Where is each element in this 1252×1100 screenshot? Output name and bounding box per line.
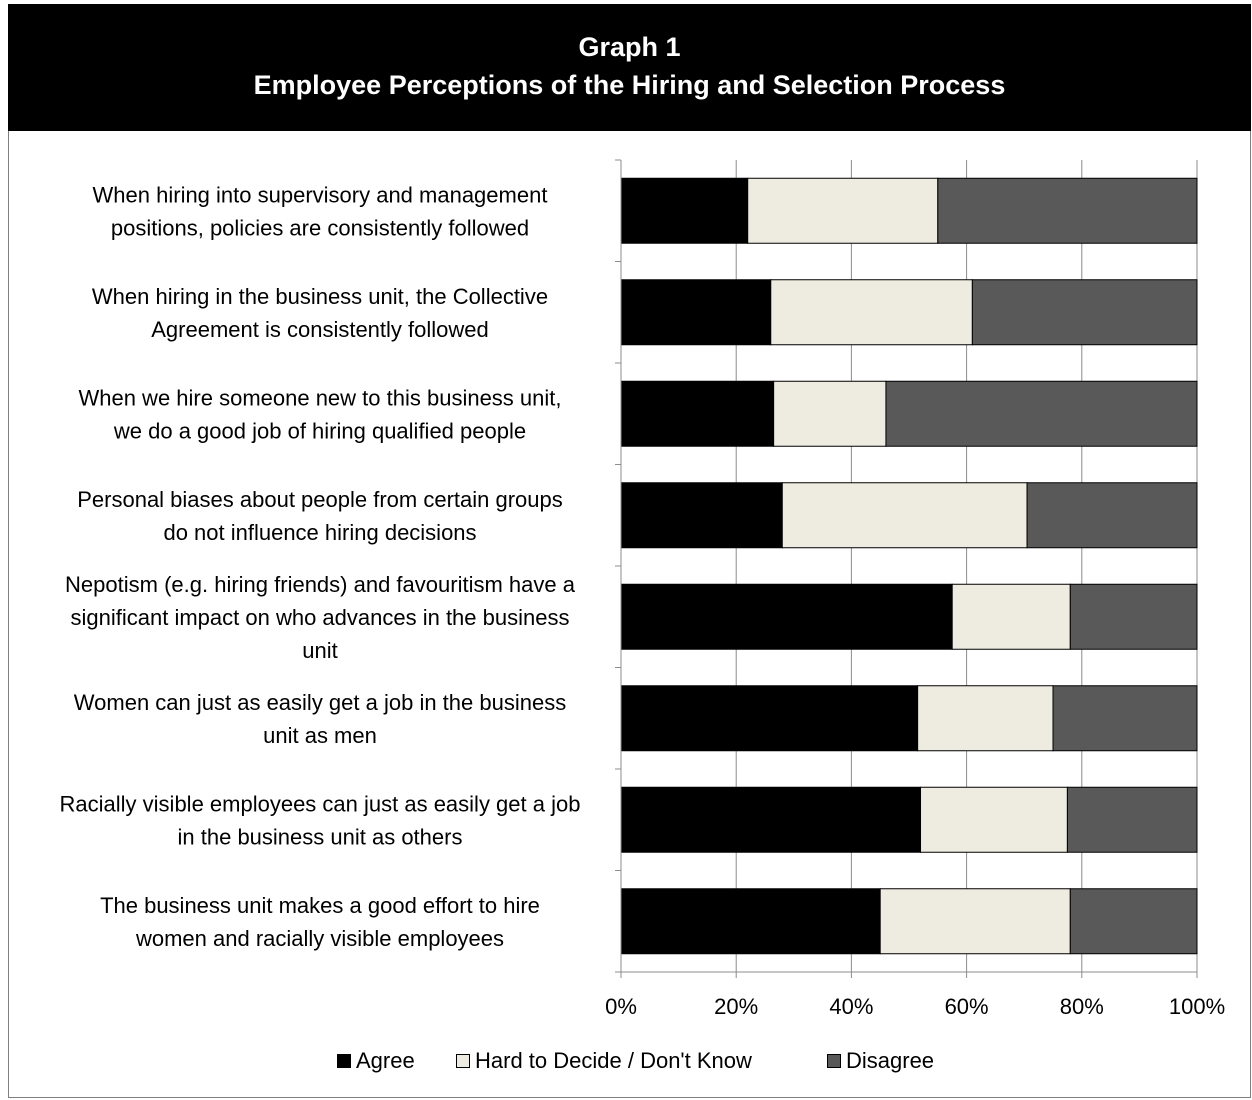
legend-label-disagree: Disagree [846,1048,935,1073]
bar-hard-to-decide [773,380,887,447]
bar-disagree [1069,888,1198,955]
bar-hard-to-decide [770,279,973,346]
x-tick-label: 40% [829,994,873,1019]
legend-label-hard-to-decide: Hard to Decide / Don't Know [475,1048,752,1073]
x-tick-label: 100% [1169,994,1225,1019]
bar-hard-to-decide [920,786,1068,853]
x-tick-label: 0% [605,994,637,1019]
category-label-line: significant impact on who advances in th… [71,605,570,630]
bar-hard-to-decide [747,177,939,244]
category-label-line: positions, policies are consistently fol… [111,215,529,240]
category-label-line: When hiring into supervisory and managem… [93,182,548,207]
legend-swatch-agree [337,1054,351,1068]
x-tick-label: 60% [945,994,989,1019]
chart-header: Graph 1 Employee Perceptions of the Hiri… [8,4,1251,131]
legend-item-disagree: Disagree [827,1048,934,1074]
category-label-line: Racially visible employees can just as e… [60,791,581,816]
category-label-line: The business unit makes a good effort to… [100,893,540,918]
bar-disagree [1052,685,1198,752]
bar-hard-to-decide [917,685,1054,752]
category-label-line: Agreement is consistently followed [151,317,489,342]
bar-hard-to-decide [951,583,1071,650]
category-label-line: When hiring in the business unit, the Co… [92,284,548,309]
graph-number: Graph 1 [578,32,681,62]
legend: Agree Hard to Decide / Don't Know Disagr… [0,1048,1252,1078]
x-tick-label: 80% [1060,994,1104,1019]
bar-disagree [937,177,1198,244]
category-label-line: When we hire someone new to this busines… [78,385,561,410]
legend-swatch-disagree [827,1054,841,1068]
bar-agree [620,888,881,955]
bar-agree [620,380,775,447]
category-label: When hiring into supervisory and managem… [93,182,548,240]
x-tick-label: 20% [714,994,758,1019]
category-label-line: Nepotism (e.g. hiring friends) and favou… [65,572,576,597]
bar-agree [620,685,919,752]
category-label-line: Women can just as easily get a job in th… [74,690,566,715]
category-label-line: unit as men [263,723,377,748]
legend-item-agree: Agree [337,1048,415,1074]
bar-agree [620,482,783,549]
bar-disagree [1026,482,1198,549]
category-label: When we hire someone new to this busines… [78,385,561,443]
bar-disagree [1069,583,1198,650]
bar-hard-to-decide [781,482,1028,549]
category-label-line: in the business unit as others [178,824,463,849]
category-label-line: Personal biases about people from certai… [77,487,563,512]
category-label: When hiring in the business unit, the Co… [92,284,548,342]
bar-agree [620,177,749,244]
category-label: Nepotism (e.g. hiring friends) and favou… [65,572,576,663]
category-label: The business unit makes a good effort to… [100,893,540,951]
bar-disagree [971,279,1198,346]
bar-agree [620,583,953,650]
category-label-line: do not influence hiring decisions [163,520,476,545]
bar-hard-to-decide [879,888,1071,955]
category-label-line: women and racially visible employees [135,926,504,951]
category-label-line: unit [302,638,337,663]
category-label: Personal biases about people from certai… [77,487,563,545]
legend-swatch-hard-to-decide [456,1054,470,1068]
legend-label-agree: Agree [356,1048,415,1073]
bar-disagree [885,380,1198,447]
category-label: Racially visible employees can just as e… [60,791,581,849]
category-label-line: we do a good job of hiring qualified peo… [113,418,526,443]
chart-title: Employee Perceptions of the Hiring and S… [253,70,1006,100]
bar-disagree [1066,786,1198,853]
bar-agree [620,786,922,853]
category-label: Women can just as easily get a job in th… [74,690,566,748]
bar-agree [620,279,772,346]
legend-item-hard-to-decide: Hard to Decide / Don't Know [456,1048,752,1074]
